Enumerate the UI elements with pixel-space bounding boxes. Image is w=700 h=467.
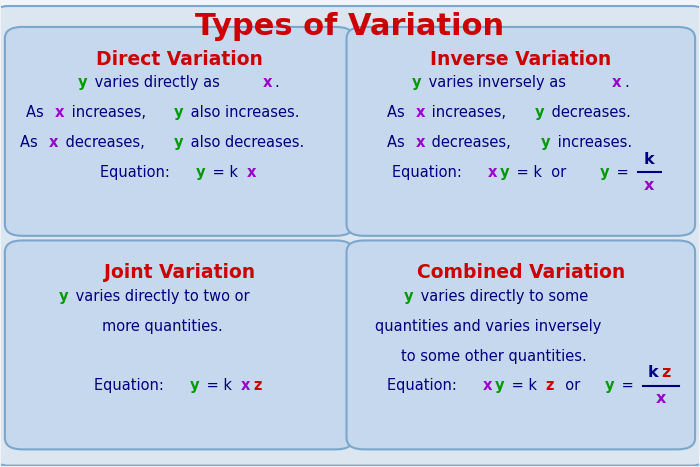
- Text: Direct Variation: Direct Variation: [96, 50, 262, 69]
- Text: decreases,: decreases,: [61, 135, 149, 150]
- Text: Equation:: Equation:: [94, 378, 169, 393]
- Text: As: As: [26, 105, 48, 120]
- Text: As: As: [386, 105, 409, 120]
- Text: Equation:: Equation:: [392, 165, 467, 180]
- Text: = k  or: = k or: [512, 165, 575, 180]
- Text: y: y: [404, 289, 414, 304]
- Text: x: x: [49, 135, 58, 150]
- Text: x: x: [246, 165, 256, 180]
- Text: or: or: [556, 378, 589, 393]
- Text: As: As: [386, 135, 409, 150]
- Text: k: k: [644, 152, 654, 167]
- Text: decreases.: decreases.: [547, 105, 631, 120]
- Text: decreases,: decreases,: [428, 135, 516, 150]
- Text: = k: = k: [202, 378, 232, 393]
- FancyBboxPatch shape: [346, 27, 695, 236]
- Text: y: y: [605, 378, 615, 393]
- Text: also increases.: also increases.: [186, 105, 300, 120]
- Text: Combined Variation: Combined Variation: [416, 263, 625, 283]
- Text: x: x: [415, 105, 425, 120]
- Text: y: y: [500, 165, 510, 180]
- Text: increases,: increases,: [428, 105, 511, 120]
- Text: y: y: [494, 378, 504, 393]
- FancyBboxPatch shape: [0, 6, 700, 466]
- Text: varies inversely as: varies inversely as: [424, 75, 570, 90]
- FancyBboxPatch shape: [346, 241, 695, 449]
- Text: also decreases.: also decreases.: [186, 135, 304, 150]
- Text: Equation:: Equation:: [386, 378, 461, 393]
- FancyBboxPatch shape: [5, 241, 354, 449]
- Text: to some other quantities.: to some other quantities.: [402, 348, 587, 363]
- Text: varies directly to some: varies directly to some: [416, 289, 589, 304]
- Text: Types of Variation: Types of Variation: [195, 13, 505, 42]
- Text: Equation:: Equation:: [100, 165, 174, 180]
- Text: x: x: [262, 75, 272, 90]
- Text: y: y: [174, 135, 184, 150]
- FancyBboxPatch shape: [5, 27, 354, 236]
- Text: Inverse Variation: Inverse Variation: [430, 50, 611, 69]
- Text: more quantities.: more quantities.: [102, 318, 223, 333]
- Text: .: .: [274, 75, 279, 90]
- Text: Joint Variation: Joint Variation: [104, 263, 255, 283]
- Text: y: y: [195, 165, 205, 180]
- Text: y: y: [78, 75, 87, 90]
- Text: quantities and varies inversely: quantities and varies inversely: [375, 318, 602, 333]
- Text: x: x: [55, 105, 64, 120]
- Text: .: .: [624, 75, 629, 90]
- Text: x: x: [612, 75, 622, 90]
- Text: y: y: [58, 289, 68, 304]
- Text: x: x: [415, 135, 425, 150]
- Text: x: x: [482, 378, 492, 393]
- Text: = k: = k: [208, 165, 238, 180]
- Text: z: z: [662, 365, 671, 381]
- Text: y: y: [599, 165, 609, 180]
- Text: varies directly as: varies directly as: [90, 75, 224, 90]
- Text: =: =: [617, 378, 638, 393]
- Text: y: y: [190, 378, 199, 393]
- Text: As: As: [20, 135, 42, 150]
- Text: increases,: increases,: [66, 105, 150, 120]
- Text: z: z: [545, 378, 554, 393]
- Text: = k: = k: [507, 378, 537, 393]
- Text: x: x: [644, 178, 654, 193]
- Text: y: y: [412, 75, 421, 90]
- Text: z: z: [253, 378, 262, 393]
- Text: y: y: [535, 105, 545, 120]
- Text: x: x: [241, 378, 251, 393]
- Text: varies directly to two or: varies directly to two or: [71, 289, 249, 304]
- Text: increases.: increases.: [553, 135, 632, 150]
- Text: y: y: [174, 105, 184, 120]
- Text: k: k: [648, 365, 659, 381]
- Text: x: x: [656, 391, 666, 406]
- Text: y: y: [541, 135, 551, 150]
- Text: x: x: [488, 165, 497, 180]
- Text: =: =: [612, 165, 633, 180]
